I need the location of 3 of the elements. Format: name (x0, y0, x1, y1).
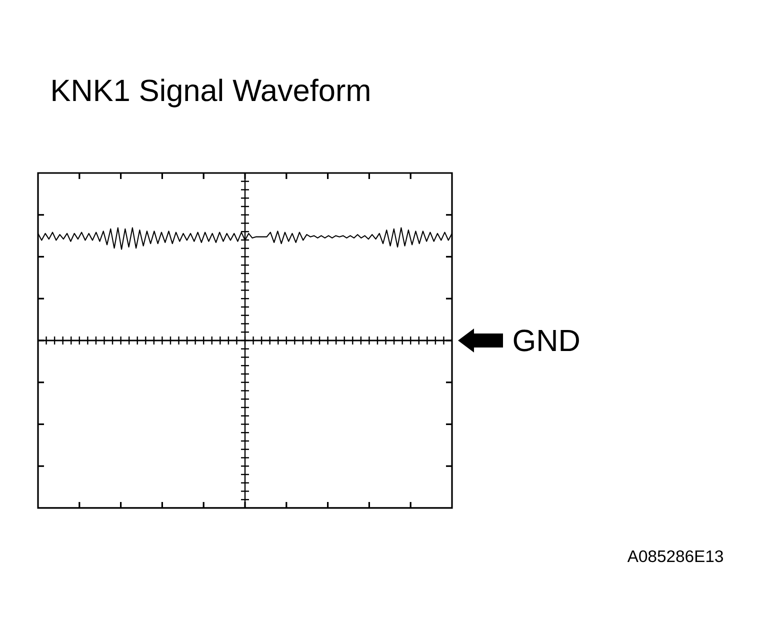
ref-line-label: GND (514, 330, 579, 352)
chart-title: KNK1 Signal Waveform (52, 78, 370, 108)
text: A085286E13 (627, 550, 723, 562)
